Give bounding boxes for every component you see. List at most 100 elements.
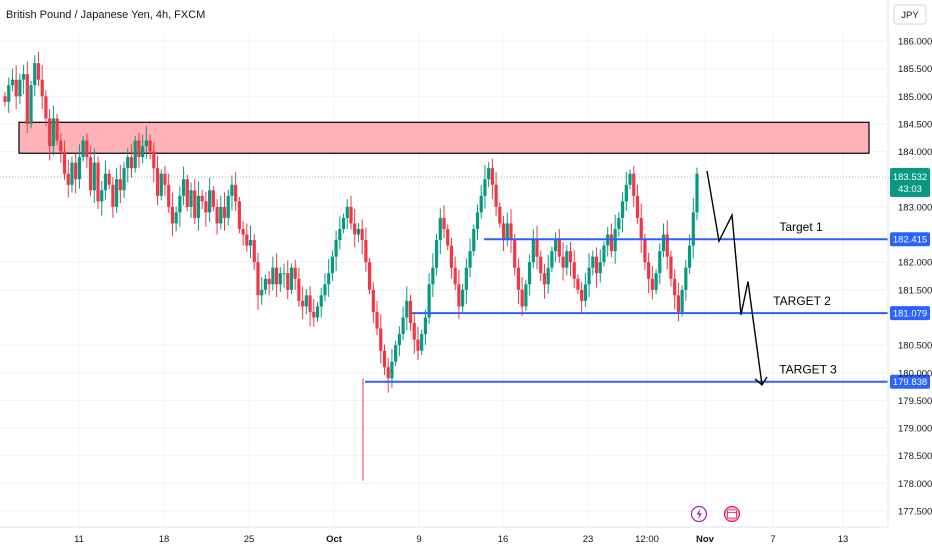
candle	[74, 153, 78, 194]
candle	[297, 267, 301, 307]
candle	[33, 55, 37, 97]
candle	[632, 165, 636, 207]
candle	[379, 314, 383, 364]
current-price-value: 183.532	[893, 172, 927, 183]
candle	[88, 146, 93, 197]
price-axis[interactable]: 186.000 185.500 185.000 184.500 184.000 183.0…	[898, 37, 932, 518]
candle	[163, 165, 167, 196]
candle	[654, 268, 658, 295]
candle	[215, 199, 219, 235]
candle	[490, 158, 494, 200]
resistance-zone	[18, 121, 870, 154]
target-level-price-label	[890, 374, 930, 389]
candle	[483, 164, 487, 209]
candle	[394, 340, 398, 367]
target-level-name: TARGET 2	[773, 294, 831, 308]
candle	[695, 167, 699, 221]
candle	[62, 140, 67, 180]
candle	[550, 246, 554, 273]
time-tick-label: 16	[498, 534, 509, 545]
candle	[509, 209, 513, 253]
candle	[405, 286, 409, 331]
price-tick-label: 179.500	[898, 396, 932, 407]
candle	[479, 184, 483, 219]
candle	[234, 172, 238, 211]
candle	[267, 271, 271, 296]
candle	[453, 256, 457, 291]
candle	[457, 269, 461, 320]
candle	[196, 181, 201, 231]
candle	[356, 222, 361, 243]
candle	[77, 144, 82, 189]
candle	[680, 285, 684, 317]
candle	[10, 68, 15, 92]
candle	[691, 198, 695, 259]
candle	[598, 249, 602, 283]
candle	[181, 166, 186, 206]
candle	[676, 282, 680, 322]
candle	[360, 219, 364, 255]
currency-button[interactable]	[893, 4, 927, 25]
candle	[684, 259, 688, 301]
candle	[159, 169, 163, 201]
candle	[565, 245, 569, 276]
price-tick-label: 185.500	[898, 64, 932, 75]
candle	[375, 300, 379, 335]
candle	[193, 179, 197, 225]
candle	[594, 247, 599, 288]
candle	[650, 266, 654, 300]
candle	[583, 273, 587, 307]
candle	[70, 156, 74, 193]
candle	[665, 220, 669, 270]
candle	[271, 256, 275, 291]
projection-path	[706, 170, 763, 386]
price-tick-label: 177.500	[898, 507, 932, 518]
candle	[635, 184, 640, 225]
candle	[624, 172, 628, 211]
candle	[531, 229, 535, 269]
price-tick-label: 180.500	[898, 341, 932, 352]
candle	[245, 223, 249, 252]
candle	[25, 61, 29, 134]
candle	[494, 172, 498, 217]
candle	[252, 233, 256, 270]
candle	[103, 160, 108, 200]
candle	[96, 156, 100, 210]
price-tick-label: 186.000	[898, 37, 932, 48]
candle	[100, 180, 104, 216]
time-tick-label: 9	[416, 534, 421, 545]
lightning-icon[interactable]	[690, 505, 708, 523]
candle	[48, 109, 52, 161]
candle	[14, 65, 18, 110]
candle	[468, 238, 472, 278]
candle	[92, 148, 96, 204]
candle	[353, 209, 357, 248]
candle	[204, 191, 208, 227]
candle	[513, 233, 517, 276]
calendar-event-icon[interactable]	[723, 505, 741, 523]
price-tick-label: 183.000	[898, 202, 932, 213]
candle	[501, 215, 506, 252]
price-tick-label: 184.000	[898, 147, 932, 158]
time-axis[interactable]: 11 18 25 Oct 9 16 23 12:00 Nov 7 13	[74, 534, 848, 545]
target-level-name: Target 1	[779, 220, 823, 234]
time-tick-label: 23	[583, 534, 594, 545]
candle	[189, 182, 193, 218]
candle	[312, 299, 316, 327]
candle	[248, 225, 253, 259]
price-tick-label: 181.500	[898, 285, 932, 296]
candle	[274, 253, 279, 298]
candle	[7, 77, 11, 113]
candle	[219, 195, 223, 230]
candle	[226, 189, 230, 226]
candle	[427, 273, 431, 324]
candle	[85, 132, 89, 169]
candle	[115, 168, 119, 213]
target-level-price-label	[890, 306, 930, 321]
candle	[222, 192, 227, 231]
candle	[449, 237, 454, 279]
candle	[301, 286, 305, 320]
candle	[148, 134, 152, 160]
candle	[446, 224, 450, 251]
